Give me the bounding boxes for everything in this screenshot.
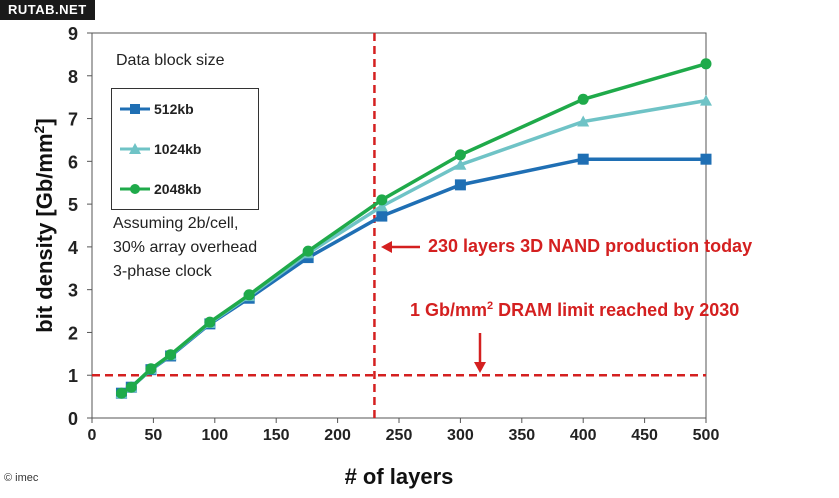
- series-2048kb: [115, 58, 712, 399]
- data-point-2048kb: [204, 316, 216, 328]
- y-axis-label-prefix: bit density [Gb/mm: [32, 133, 57, 332]
- y-tick-label: 3: [68, 281, 78, 301]
- data-point-2048kb: [454, 149, 466, 161]
- legend-swatch-512kb: [120, 104, 150, 114]
- y-axis-label-sup: 2: [31, 125, 47, 133]
- data-point-1024kb: [577, 115, 590, 127]
- reference-lines: [92, 33, 706, 418]
- legend-label-2048kb: 2048kb: [154, 181, 202, 197]
- legend-swatch-1024kb: [120, 143, 150, 154]
- nand-arrow-head: [381, 241, 392, 253]
- dram-arrow-head: [474, 362, 486, 373]
- data-point-2048kb: [125, 381, 137, 393]
- y-tick-label: 6: [68, 152, 78, 172]
- x-tick-label: 0: [88, 427, 97, 444]
- assumptions-note: Assuming 2b/cell, 30% array overhead 3-p…: [113, 212, 257, 284]
- nand-annotation: 230 layers 3D NAND production today: [428, 236, 753, 256]
- legend-item-2048kb: 2048kb: [118, 179, 258, 199]
- y-tick-label: 0: [68, 409, 78, 429]
- copyright-text: © imec: [4, 472, 39, 484]
- y-axis-label: bit density [Gb/mm2]: [31, 118, 57, 332]
- y-tick-label: 7: [68, 110, 78, 130]
- data-point-2048kb: [243, 289, 255, 301]
- dram-annotation: 1 Gb/mm2 DRAM limit reached by 2030: [410, 300, 739, 321]
- legend-swatch-2048kb: [120, 184, 150, 194]
- x-tick-label: 400: [570, 427, 597, 444]
- x-tick-label: 450: [631, 427, 658, 444]
- data-point-1024kb: [454, 158, 467, 170]
- x-axis-label: # of layers: [345, 464, 454, 489]
- note-line-3: 3-phase clock: [113, 263, 212, 280]
- legend: 512kb 1024kb 2048kb: [111, 88, 259, 210]
- y-tick-label: 5: [68, 195, 78, 215]
- x-tick-label: 500: [693, 427, 720, 444]
- data-point-1024kb: [375, 200, 388, 212]
- axes: 0 50 100 150 200 250 300 350 400 450 500 0 1 2 3 4 5 6 7 8 9…: [31, 24, 719, 489]
- legend-item-512kb: 512kb: [118, 99, 258, 119]
- series-group: [115, 58, 712, 399]
- y-axis-label-suffix: ]: [32, 118, 57, 125]
- watermark: RUTAB.NET: [0, 0, 95, 20]
- y-tick-label: 9: [68, 24, 78, 44]
- data-point-2048kb: [577, 93, 589, 105]
- data-point-512kb: [376, 210, 388, 222]
- x-tick-label: 150: [263, 427, 290, 444]
- x-tick-label: 50: [145, 427, 163, 444]
- x-tick-label: 350: [508, 427, 535, 444]
- data-point-2048kb: [700, 58, 712, 70]
- y-tick-label: 1: [68, 366, 78, 386]
- annotation-arrows: [381, 241, 486, 373]
- data-point-1024kb: [700, 94, 712, 106]
- y-tick-label: 8: [68, 67, 78, 87]
- data-point-2048kb: [115, 387, 127, 399]
- data-point-512kb: [577, 153, 589, 165]
- data-point-2048kb: [302, 245, 314, 257]
- legend-label-512kb: 512kb: [154, 101, 194, 117]
- legend-item-1024kb: 1024kb: [118, 139, 258, 159]
- x-tick-label: 200: [324, 427, 351, 444]
- x-tick-label: 250: [386, 427, 413, 444]
- x-tick-label: 100: [201, 427, 228, 444]
- data-point-512kb: [454, 179, 466, 191]
- y-tick-label: 2: [68, 323, 78, 343]
- data-point-2048kb: [165, 349, 177, 361]
- dram-annotation-prefix: 1 Gb/mm: [410, 300, 488, 320]
- note-line-1: Assuming 2b/cell,: [113, 215, 239, 232]
- data-point-512kb: [700, 153, 712, 165]
- legend-title: Data block size: [116, 52, 225, 69]
- dram-annotation-sup: 2: [487, 300, 494, 312]
- y-tick-label: 4: [68, 238, 78, 258]
- data-point-2048kb: [376, 194, 388, 206]
- data-point-2048kb: [145, 363, 157, 375]
- x-tick-label: 300: [447, 427, 474, 444]
- legend-label-1024kb: 1024kb: [154, 141, 202, 157]
- dram-annotation-suffix: DRAM limit reached by 2030: [493, 300, 740, 320]
- note-line-2: 30% array overhead: [113, 239, 258, 256]
